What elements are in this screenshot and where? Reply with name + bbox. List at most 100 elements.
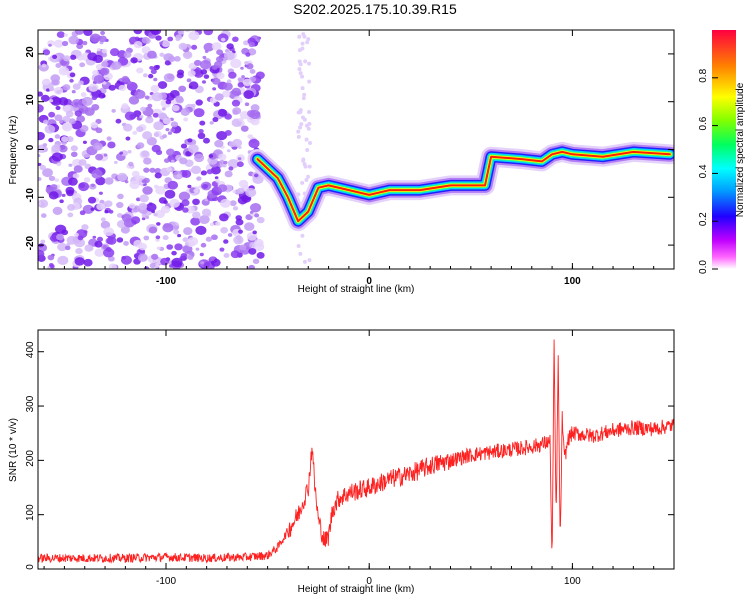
spectrogram-noise-blob — [173, 229, 180, 235]
spectrogram-noise-blob — [192, 211, 201, 219]
spectrogram-noise-blob — [95, 168, 100, 172]
spectrogram-noise-blob — [195, 225, 207, 235]
spectrogram-noise-blob — [107, 141, 116, 149]
spectrogram-noise-blob — [301, 96, 306, 101]
x-tick-label: 0 — [366, 276, 372, 287]
spectrogram-noise-blob — [146, 202, 157, 212]
spectrogram-noise-blob — [218, 153, 227, 161]
spectrogram-noise-blob — [300, 74, 305, 79]
spectrogram-noise-blob — [195, 186, 200, 190]
spectrogram-noise-blob — [42, 119, 49, 125]
spectrogram-noise-blob — [45, 78, 50, 82]
spectrogram-noise-blob — [242, 78, 252, 87]
spectrogram-noise-blob — [58, 119, 64, 124]
spectrogram-noise-blob — [38, 63, 49, 72]
spectrogram-noise-blob — [232, 107, 242, 115]
spectrogram-noise-blob — [248, 264, 256, 269]
spectrogram-noise-blob — [255, 71, 265, 80]
spectrogram-noise-blob — [134, 89, 146, 99]
spectrogram-noise-blob — [106, 136, 112, 141]
spectrogram-noise-blob — [157, 81, 168, 89]
spectrogram-noise-blob — [210, 166, 221, 175]
spectrogram-noise-blob — [170, 159, 175, 163]
spectrogram-noise-blob — [171, 257, 183, 268]
spectrogram-noise-blob — [201, 208, 212, 217]
spectrogram-noise-blob — [223, 160, 228, 165]
spectrogram-noise-blob — [52, 206, 63, 215]
spectrogram-noise-blob — [155, 185, 166, 195]
spectrogram-noise-blob — [170, 128, 176, 133]
spectrogram-noise-blob — [301, 158, 306, 163]
colorbar-tick-label: 0.2 — [698, 212, 709, 226]
spectrogram-noise-blob — [202, 55, 207, 60]
spectrogram-noise-blob — [253, 173, 259, 178]
spectrogram-noise-blob — [133, 239, 143, 248]
spectrogram-noise-blob — [307, 121, 312, 126]
spectrogram-noise-blob — [230, 250, 240, 259]
spectrogram-noise-blob — [118, 84, 127, 92]
spectrogram-noise-blob — [156, 222, 161, 226]
spectrogram-noise-blob — [246, 63, 254, 70]
spectrogram-noise-blob — [298, 251, 303, 256]
spectrogram-noise-blob — [203, 42, 215, 52]
spectrogram-noise-blob — [199, 252, 204, 257]
spectrogram-noise-blob — [108, 209, 114, 214]
y-tick-label: 400 — [25, 341, 36, 358]
spectrogram-noise — [38, 30, 313, 269]
spectrogram-noise-blob — [215, 178, 220, 183]
spectrogram-noise-blob — [302, 92, 307, 97]
spectrogram-noise-blob — [241, 75, 245, 79]
spectrogram-noise-blob — [187, 236, 199, 246]
spectrogram-noise-blob — [239, 244, 247, 251]
spectrogram-noise-blob — [167, 36, 174, 42]
spectrogram-noise-blob — [196, 176, 202, 181]
spectrogram-noise-blob — [167, 180, 179, 190]
spectrogram-noise-blob — [226, 43, 234, 50]
spectrogram-noise-blob — [205, 236, 213, 242]
spectrogram-noise-blob — [191, 44, 198, 50]
spectrogram-noise-blob — [42, 143, 48, 147]
spectrogram-noise-blob — [171, 250, 177, 256]
spectrogram-noise-blob — [121, 75, 130, 83]
spectrogram-noise-blob — [240, 125, 249, 132]
snr-x-label: Height of straight line (km) — [298, 584, 415, 595]
spectrogram-noise-blob — [38, 199, 49, 208]
spectrogram-noise-blob — [235, 218, 244, 226]
spectrogram-noise-blob — [169, 198, 180, 208]
spectrogram-noise-blob — [74, 257, 85, 266]
spectrogram-noise-blob — [231, 99, 241, 107]
spectrogram-noise-blob — [195, 247, 200, 251]
y-tick-label: -10 — [25, 188, 36, 203]
spectrogram-noise-blob — [94, 240, 103, 248]
spectrogram-noise-blob — [103, 153, 108, 157]
spectrogram-noise-blob — [247, 134, 254, 140]
spectrogram-noise-blob — [219, 213, 229, 222]
spectrogram-x-label: Height of straight line (km) — [298, 284, 415, 295]
spectrogram-noise-blob — [175, 37, 181, 42]
spectrogram-noise-blob — [155, 149, 163, 156]
spectrogram-noise-blob — [188, 81, 199, 90]
spectrogram-noise-blob — [230, 58, 242, 69]
spectrogram-noise-blob — [61, 122, 73, 132]
spectrogram-noise-blob — [302, 117, 307, 122]
spectrogram-noise-blob — [125, 136, 131, 141]
y-tick-label: 0 — [25, 564, 36, 570]
colorbar-tick-label: 0.8 — [698, 68, 709, 82]
spectrogram-noise-blob — [128, 161, 134, 167]
spectrogram-noise-blob — [216, 130, 228, 141]
spectrogram-noise-blob — [250, 203, 262, 213]
spectrogram-noise-blob — [181, 44, 187, 49]
spectrogram-noise-blob — [222, 82, 233, 91]
spectrogram-noise-blob — [68, 118, 76, 125]
spectrogram-noise-blob — [187, 184, 192, 189]
spectrogram-noise-blob — [77, 55, 84, 61]
spectrogram-noise-blob — [44, 124, 56, 134]
spectrogram-ridge — [247, 141, 674, 232]
spectrogram-noise-blob — [117, 172, 128, 182]
spectrogram-noise-blob — [81, 96, 93, 106]
spectrogram-noise-blob — [58, 144, 68, 153]
spectrogram-noise-blob — [141, 217, 146, 221]
spectrogram-noise-blob — [123, 241, 129, 246]
spectrogram-noise-blob — [183, 227, 193, 235]
spectrogram-noise-blob — [94, 248, 105, 257]
